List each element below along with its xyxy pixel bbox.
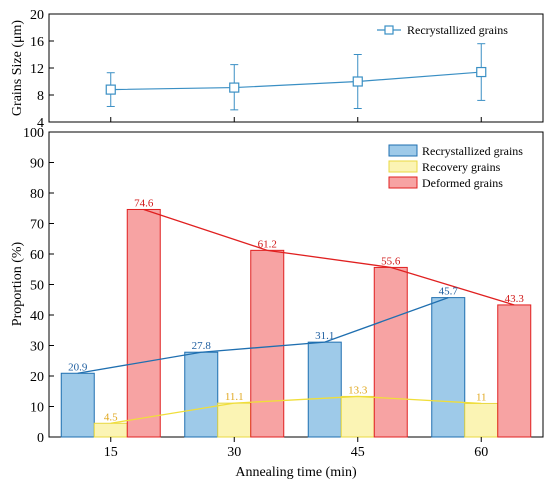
bottom-x-axis: 15 30 45 60 bbox=[104, 437, 488, 460]
deformed-grains-bar bbox=[250, 249, 285, 438]
deformed-grains-legend-swatch bbox=[388, 176, 418, 189]
top-markers bbox=[105, 66, 487, 95]
top-y-tick-label: 12 bbox=[30, 62, 44, 77]
recrystallized-grains-bar bbox=[184, 351, 219, 438]
bottom-y-axis-label: Proportion (%) bbox=[10, 241, 25, 326]
deformed-grains-value-label: 61.2 bbox=[258, 238, 277, 250]
bottom-y-tick-label: 50 bbox=[30, 279, 44, 294]
bottom-y-tick-label: 20 bbox=[30, 370, 44, 385]
recovery-grains-bar bbox=[340, 395, 375, 438]
bottom-y-tick-label: 80 bbox=[30, 187, 44, 202]
recovery-grains-value-label: 11.1 bbox=[225, 391, 244, 403]
bottom-y-tick-label: 100 bbox=[23, 126, 44, 141]
bottom-legend: Recrystallized grains Recovery grains Defo… bbox=[388, 144, 523, 190]
bottom-x-tick-label: 60 bbox=[474, 445, 488, 460]
top-error-bars bbox=[106, 43, 486, 111]
deformed-grains-value-label: 74.6 bbox=[134, 197, 154, 209]
bottom-x-axis-label: Annealing time (min) bbox=[235, 465, 357, 480]
top-y-axis: 4 8 12 16 20 bbox=[30, 8, 54, 131]
top-marker bbox=[105, 84, 116, 95]
bottom-y-tick-label: 0 bbox=[37, 431, 44, 446]
recrystallized-grains-bar bbox=[431, 297, 466, 438]
recovery-grains-value-label: 11 bbox=[476, 391, 487, 403]
recrystallized-grains-value-label: 31.1 bbox=[315, 330, 334, 342]
top-marker bbox=[352, 76, 363, 87]
recrystallized-grains-trend-line bbox=[77, 297, 449, 374]
bottom-y-tick-label: 90 bbox=[30, 157, 44, 172]
top-y-tick-label: 20 bbox=[30, 8, 44, 23]
top-y-axis-label: Grains Size (μm) bbox=[10, 20, 25, 116]
bottom-y-tick-label: 70 bbox=[30, 218, 44, 233]
deformed-grains-bar bbox=[126, 208, 161, 438]
bottom-x-tick-label: 30 bbox=[227, 445, 241, 460]
recrystallized-grains-bar bbox=[60, 372, 95, 438]
bottom-y-axis: 0 10 20 30 40 50 60 70 80 90 100 bbox=[23, 126, 54, 446]
recrystallized-grains-bar bbox=[307, 341, 342, 438]
bottom-y-tick-label: 30 bbox=[30, 340, 44, 355]
top-x-ticks bbox=[110, 117, 482, 122]
recrystallized-size-line bbox=[110, 71, 482, 91]
proportion-data-labels: 20.9 27.8 31.1 45.7 4.5 11.1 13.3 11 74.6 61.2 55.… bbox=[68, 197, 524, 423]
recovery-grains-trend-line bbox=[110, 395, 482, 424]
top-marker bbox=[476, 66, 487, 78]
top-legend: Recrystallized grains bbox=[377, 23, 508, 37]
top-y-tick-label: 4 bbox=[37, 116, 44, 131]
bottom-x-tick-label: 15 bbox=[104, 445, 118, 460]
recovery-grains-legend-swatch bbox=[388, 160, 418, 173]
deformed-grains-bar bbox=[373, 266, 408, 438]
recrystallized-grains-value-label: 20.9 bbox=[68, 361, 88, 373]
top-y-tick-label: 16 bbox=[30, 35, 44, 50]
bottom-y-tick-label: 40 bbox=[30, 309, 44, 324]
recovery-grains-bar bbox=[217, 402, 252, 438]
bottom-x-tick-label: 45 bbox=[351, 445, 365, 460]
deformed-grains-bar bbox=[497, 304, 532, 438]
recrystallized-grains-legend-label: Recrystallized grains bbox=[422, 144, 523, 158]
proportion-trend-lines bbox=[77, 208, 515, 424]
grain-size-panel: 4 8 12 16 20 Grains Size (μm) Recrystallized… bbox=[10, 8, 544, 131]
top-legend-marker bbox=[384, 25, 394, 35]
deformed-grains-legend-label: Deformed grains bbox=[422, 176, 503, 190]
top-y-tick-label: 8 bbox=[37, 89, 44, 104]
proportion-panel: 20.9 27.8 31.1 45.7 4.5 11.1 13.3 11 74.6 61.2 55.… bbox=[10, 126, 544, 480]
recovery-grains-legend-label: Recovery grains bbox=[422, 160, 501, 174]
deformed-grains-trend-line bbox=[143, 208, 515, 306]
recrystallized-grains-value-label: 45.7 bbox=[439, 286, 459, 298]
recovery-grains-bar bbox=[93, 422, 128, 438]
deformed-grains-value-label: 55.6 bbox=[381, 255, 401, 267]
bottom-y-tick-label: 60 bbox=[30, 248, 44, 263]
recrystallized-grains-legend-swatch bbox=[388, 144, 418, 157]
bottom-y-tick-label: 10 bbox=[30, 401, 44, 416]
proportion-bars bbox=[60, 208, 532, 438]
recrystallized-grains-value-label: 27.8 bbox=[192, 340, 212, 352]
recovery-grains-value-label: 13.3 bbox=[348, 384, 368, 396]
top-legend-label: Recrystallized grains bbox=[407, 23, 508, 37]
deformed-grains-value-label: 43.3 bbox=[505, 293, 525, 305]
recovery-grains-bar bbox=[464, 402, 499, 438]
recovery-grains-value-label: 4.5 bbox=[104, 411, 118, 423]
top-marker bbox=[229, 82, 240, 93]
